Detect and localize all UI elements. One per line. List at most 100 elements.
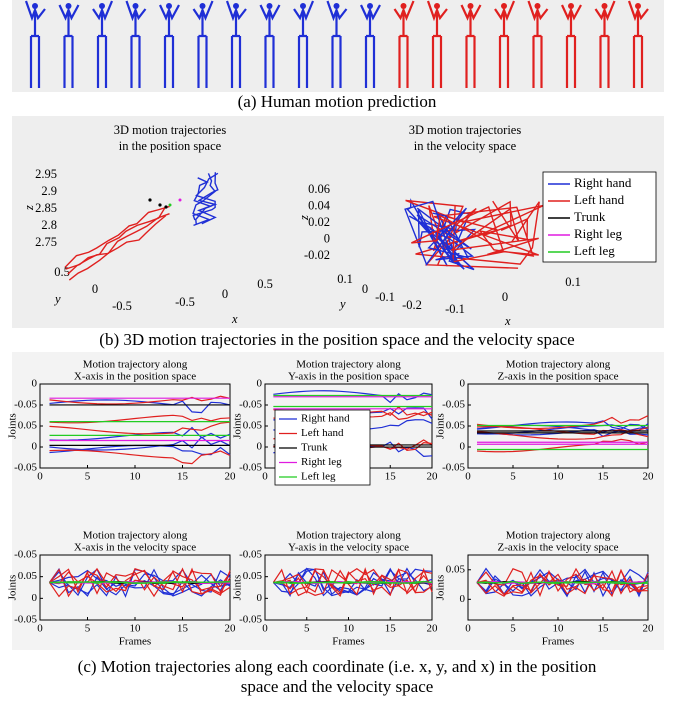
head: [166, 3, 172, 9]
trajectory: [49, 421, 231, 435]
stick-figure: [360, 4, 381, 88]
x-tick-label: 5: [85, 623, 91, 635]
head: [367, 3, 373, 9]
plot-title: Y-axis in the velocity space: [288, 542, 409, 554]
stick-figure: [494, 0, 516, 88]
trajectory: [273, 567, 433, 596]
y-tick-label: -0.05: [14, 614, 37, 626]
stick-figure: [326, 0, 348, 88]
y-tick-label: 0: [460, 378, 466, 390]
x-tick-label: 10: [553, 471, 565, 483]
y-tick-label: -0.1: [375, 290, 395, 304]
stick-figure: [225, 0, 247, 88]
trajectory: [67, 213, 170, 275]
trajectory: [273, 567, 433, 598]
plot-title: Z-axis in the velocity space: [498, 542, 619, 554]
trajectory: [476, 581, 649, 584]
marker: [164, 205, 168, 209]
caption: (b) 3D motion trajectories in the positi…: [99, 330, 574, 349]
trajectory: [272, 568, 433, 597]
plot-title: in the position space: [119, 139, 222, 153]
x-tick-label: 10: [343, 623, 355, 635]
legend-label: Left hand: [574, 192, 625, 207]
y-tick-label: -0.05: [239, 462, 262, 474]
y-axis-label: y: [338, 297, 346, 311]
trajectory: [273, 390, 433, 404]
trajectory: [273, 570, 433, 598]
trajectory: [476, 438, 649, 453]
head: [635, 3, 641, 9]
plot-title: Motion trajectory along: [506, 359, 611, 371]
y-tick-label: -0.05: [239, 614, 262, 626]
head: [266, 3, 273, 9]
marker: [148, 198, 152, 202]
x-tick-label: 10: [553, 623, 565, 635]
y-axis-label: Joints: [7, 413, 19, 439]
x-tick-label: 20: [225, 471, 237, 483]
x-tick-label: 0: [262, 471, 268, 483]
x-tick-label: 5: [85, 471, 91, 483]
trajectory: [68, 215, 167, 281]
x-tick-label: 15: [598, 623, 610, 635]
trajectory: [64, 205, 170, 268]
z-tick-label: 0.06: [308, 182, 330, 196]
plot-title: Motion trajectory along: [83, 530, 188, 542]
y-tick-label: -0.05: [442, 399, 465, 411]
plot-title: X-axis in the velocity space: [74, 542, 196, 554]
stick-figure: [561, 4, 582, 88]
caption: (c) Motion trajectories along each coord…: [78, 657, 597, 676]
head: [65, 3, 72, 9]
trajectory: [476, 415, 649, 430]
trajectory: [476, 424, 649, 435]
plot-title: 3D motion trajectories: [409, 123, 522, 137]
stick-figure: [125, 0, 147, 88]
y-tick-label: 0.05: [446, 420, 466, 432]
head: [534, 3, 541, 9]
stick-figure: [58, 4, 80, 88]
plot-title: Z-axis in the position space: [498, 371, 619, 383]
x-tick-label: 5: [304, 623, 310, 635]
z-tick-label: 2.8: [41, 218, 57, 232]
trajectory: [49, 570, 231, 598]
trajectory: [273, 580, 433, 584]
head: [99, 3, 105, 9]
x-tick-label: -0.5: [175, 295, 195, 309]
x-tick-label: 10: [130, 471, 142, 483]
trajectory: [49, 568, 231, 597]
panel-c-bg: [12, 352, 664, 650]
stick-figure: [24, 0, 46, 88]
trajectory: [476, 427, 649, 440]
y-tick-label: 0: [257, 592, 263, 604]
y-tick-label: 0.1: [337, 272, 353, 286]
x-tick-label: 10: [130, 623, 142, 635]
stick-figure: [393, 0, 415, 88]
y-tick-label: 0.05: [243, 570, 263, 582]
x-tick-label: 20: [427, 471, 439, 483]
x-tick-label: 0: [222, 287, 228, 301]
z-tick-label: 2.95: [35, 167, 57, 181]
y-axis-label: Joints: [435, 413, 447, 439]
y-tick-label: 0: [32, 441, 38, 453]
plot-title: Motion trajectory along: [296, 359, 401, 371]
stick-figure: [594, 0, 616, 88]
z-tick-label: 0.04: [308, 198, 331, 212]
plot-title: Y-axis in the position space: [288, 371, 409, 383]
marker: [178, 198, 182, 202]
y-tick-label: -0.5: [112, 299, 132, 313]
stick-figure: [627, 0, 649, 88]
x-axis-label: Frames: [119, 636, 151, 648]
y-tick-label: 0: [257, 441, 263, 453]
z-tick-label: 2.75: [35, 235, 57, 249]
trajectory: [476, 569, 649, 597]
legend-label: Right leg: [574, 226, 623, 241]
plot-title: Motion trajectory along: [83, 359, 188, 371]
trajectory: [65, 206, 166, 270]
y-tick-label: 0.05: [446, 563, 466, 575]
y-tick-label: 0: [32, 592, 38, 604]
caption: (a) Human motion prediction: [238, 92, 437, 111]
y-tick-label: 0.05: [18, 570, 38, 582]
y-tick-label: 0.5: [54, 265, 70, 279]
z-tick-label: 2.85: [35, 201, 57, 215]
x-tick-label: 0.1: [565, 275, 581, 289]
x-tick-label: 20: [225, 623, 237, 635]
